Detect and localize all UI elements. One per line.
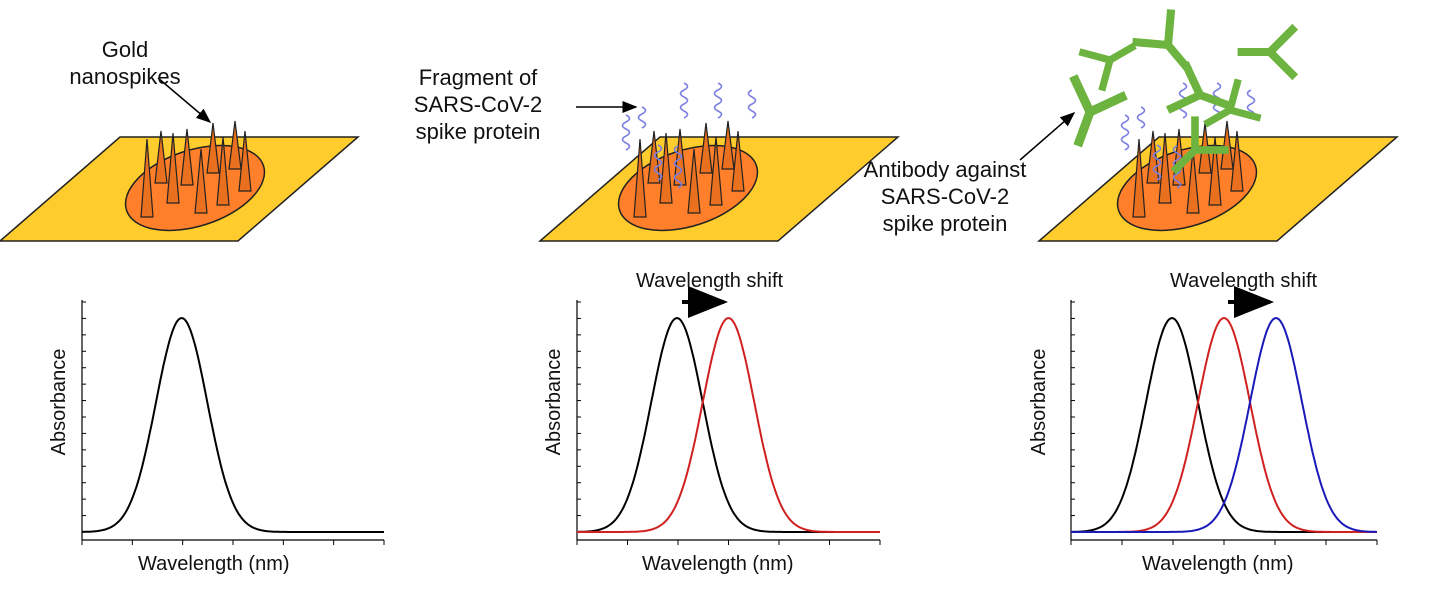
absorbance-chart-3 xyxy=(1070,300,1378,545)
nanospike xyxy=(731,130,745,192)
spike-protein-fragment xyxy=(653,144,663,181)
absorbance-curve xyxy=(577,316,880,533)
label-gold-nanospikes: Gold nanospikes xyxy=(69,37,181,89)
antibody xyxy=(1237,23,1299,81)
nanospike xyxy=(647,130,661,184)
ylabel-chart2: Absorbance xyxy=(543,348,565,456)
nanospike xyxy=(699,122,713,174)
nanospike xyxy=(194,148,208,214)
xlabel-chart1: Wavelength (nm) xyxy=(138,553,290,575)
nanospike xyxy=(1158,132,1172,204)
nanospike xyxy=(1146,130,1160,184)
spike-protein-fragment xyxy=(1120,114,1130,151)
xlabel-chart3: Wavelength (nm) xyxy=(1142,553,1294,575)
nanospike xyxy=(709,136,723,206)
nanospike xyxy=(180,128,194,186)
gold-nanospikes-panel1 xyxy=(140,120,252,218)
absorbance-curve xyxy=(1071,316,1377,533)
nanospike xyxy=(659,132,673,204)
antibodies xyxy=(1069,9,1299,175)
ylabel-chart3: Absorbance xyxy=(1028,348,1050,456)
antibody xyxy=(1203,78,1262,128)
spike-protein-fragment xyxy=(621,114,631,151)
antibody xyxy=(1069,74,1128,148)
absorbance-chart-1 xyxy=(81,300,385,545)
spike-protein-fragment xyxy=(1152,144,1162,181)
label-arrow-panel1 xyxy=(157,77,212,123)
nanospike xyxy=(1208,136,1222,206)
nanospike xyxy=(206,122,220,174)
absorbance-chart-2 xyxy=(576,300,881,545)
spike-protein-fragment xyxy=(713,82,723,119)
spike-protein-fragments xyxy=(621,82,757,189)
spike-protein-fragment xyxy=(673,145,683,189)
nanospike xyxy=(140,138,154,218)
shift-label-panel3: Wavelength shift xyxy=(1170,270,1318,292)
absorbance-curve xyxy=(82,316,384,533)
nanospike xyxy=(687,148,701,214)
label-antibody: Antibody against SARS-CoV-2 spike protei… xyxy=(863,157,1027,236)
absorbance-curve xyxy=(577,316,880,533)
nanospike xyxy=(166,132,180,204)
gold-nanospikes-panel3 xyxy=(1132,120,1244,218)
label-arrow-panel3 xyxy=(1019,112,1076,161)
nanospike xyxy=(238,130,252,192)
spike-protein-fragment xyxy=(747,89,757,119)
absorbance-curve xyxy=(1071,316,1377,533)
spike-protein-fragment xyxy=(1136,106,1146,129)
nanospike xyxy=(633,138,647,218)
xlabel-chart2: Wavelength (nm) xyxy=(642,553,794,575)
antibody xyxy=(1165,60,1232,114)
nanospike xyxy=(154,130,168,184)
spike-protein-fragment xyxy=(637,106,647,129)
nanospike xyxy=(1132,138,1146,218)
gold-nanospikes-panel2 xyxy=(633,120,745,218)
nanospike xyxy=(1186,148,1200,214)
ylabel-chart1: Absorbance xyxy=(48,348,70,456)
antibody xyxy=(1170,116,1229,175)
nanospike xyxy=(721,120,735,170)
antibody xyxy=(1078,42,1137,92)
nanospike xyxy=(216,136,230,206)
nanospike xyxy=(1230,130,1244,192)
nanospike xyxy=(228,120,242,170)
shift-label-panel2: Wavelength shift xyxy=(636,270,784,292)
nanospike xyxy=(1220,120,1234,170)
antibody xyxy=(1132,9,1192,73)
absorbance-curve xyxy=(1071,316,1377,533)
label-spike-protein-fragment: Fragment of SARS-CoV-2 spike protein xyxy=(413,65,543,144)
nanospike xyxy=(673,128,687,186)
gold-plate-panel1 xyxy=(0,136,361,242)
spike-protein-fragment xyxy=(679,82,689,119)
